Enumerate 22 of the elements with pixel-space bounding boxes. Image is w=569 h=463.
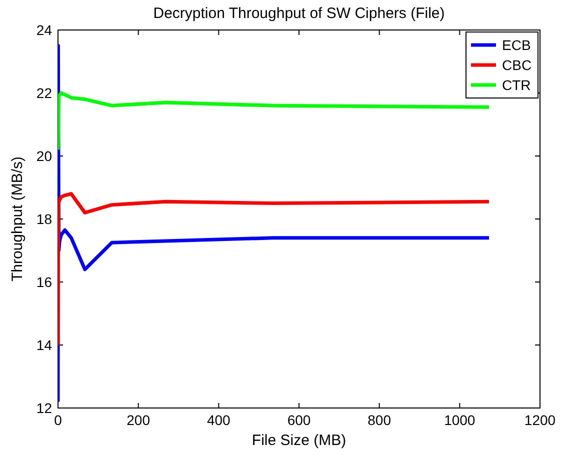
y-tick-label: 16: [36, 274, 52, 290]
x-axis-title: File Size (MB): [252, 432, 346, 449]
y-axis-title: Throughput (MB/s): [9, 156, 26, 282]
legend-label: CBC: [502, 57, 532, 73]
chart-title: Decryption Throughput of SW Ciphers (File): [153, 5, 445, 22]
x-tick-label: 1200: [524, 412, 556, 428]
y-tick-label: 12: [36, 400, 52, 416]
y-tick-label: 22: [36, 85, 52, 101]
x-tick-label: 1000: [444, 412, 476, 428]
y-tick-label: 24: [36, 22, 52, 38]
line-series: [58, 91, 491, 152]
x-tick-label: 800: [368, 412, 392, 428]
legend-label: CTR: [502, 77, 531, 93]
legend-label: ECB: [502, 37, 531, 53]
line-series: [58, 192, 491, 347]
y-tick-label: 20: [36, 148, 52, 164]
y-tick-label: 14: [36, 337, 52, 353]
x-tick-label: 600: [287, 412, 311, 428]
y-tick-label: 18: [36, 211, 52, 227]
x-tick-label: 400: [206, 412, 231, 428]
x-tick-label: 0: [54, 412, 62, 428]
x-tick-label: 200: [126, 412, 150, 428]
